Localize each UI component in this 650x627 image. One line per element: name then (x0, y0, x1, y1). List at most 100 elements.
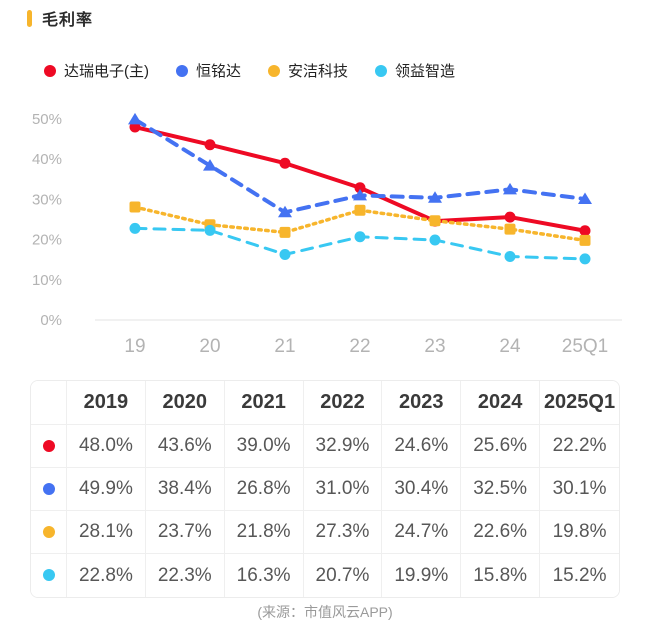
series-dot-icon (42, 482, 55, 495)
data-point[interactable] (579, 225, 591, 237)
table-row: 49.9% 38.4% 26.8% 31.0% 30.4% 32.5% 30.1% (31, 468, 619, 511)
data-point[interactable] (354, 182, 366, 194)
data-point[interactable] (429, 234, 441, 246)
table-header-cell: 2019 (67, 381, 146, 425)
data-point[interactable] (128, 112, 142, 125)
data-point[interactable] (354, 231, 366, 243)
y-axis-tick-label: 20% (32, 232, 62, 249)
y-axis-tick-label: 30% (32, 191, 62, 208)
data-point[interactable] (279, 248, 291, 260)
table-cell: 28.1% (67, 511, 146, 554)
data-point[interactable] (204, 224, 216, 236)
legend-label: 达瑞电子(主) (64, 63, 149, 80)
data-point[interactable] (279, 226, 291, 238)
table-cell: 20.7% (303, 554, 383, 597)
table-cell: 39.0% (224, 425, 304, 468)
data-point[interactable] (278, 205, 292, 218)
y-axis-tick-label: 10% (32, 272, 62, 289)
legend-item[interactable]: 安洁科技 (268, 60, 348, 81)
table-cell: 16.3% (224, 554, 304, 597)
table-cell: 22.3% (145, 554, 225, 597)
table-header-cell: 2025Q1 (540, 381, 619, 425)
data-point[interactable] (504, 250, 516, 262)
series-dot-cell (31, 511, 67, 554)
table-cell: 32.9% (303, 425, 383, 468)
table-cell: 31.0% (303, 468, 383, 511)
legend-label: 安洁科技 (288, 63, 349, 80)
y-axis-tick-label: 0% (40, 312, 62, 329)
table-row: 22.8% 22.3% 16.3% 20.7% 19.9% 15.8% 15.2% (31, 554, 619, 597)
data-point[interactable] (579, 234, 591, 246)
legend-label: 领益智造 (395, 63, 456, 80)
data-table: 2019 2020 2021 2022 2023 2024 2025Q1 48.0% 43.6%… (31, 381, 619, 597)
legend-swatch-icon (268, 64, 281, 77)
table-cell: 32.5% (461, 468, 541, 511)
card-header: 毛利率 (27, 6, 93, 30)
table-header-cell: 2022 (303, 381, 383, 425)
table-cell: 48.0% (67, 425, 146, 468)
series-dot-icon (42, 439, 55, 452)
data-point[interactable] (429, 215, 441, 227)
table-cell: 19.8% (540, 511, 619, 554)
series-dot-cell (31, 425, 67, 468)
table-cell: 30.1% (540, 468, 619, 511)
x-axis-tick-label: 24 (499, 336, 521, 357)
table-row: 48.0% 43.6% 39.0% 32.9% 24.6% 25.6% 22.2% (31, 425, 619, 468)
y-axis-tick-label: 50% (32, 111, 62, 128)
table-header-cell: 2021 (224, 381, 304, 425)
table-header-row: 2019 2020 2021 2022 2023 2024 2025Q1 (31, 381, 619, 425)
table-cell: 22.6% (461, 511, 541, 554)
line-chart[interactable]: 0% 10% 20% 30% 40% 50% 19 20 21 22 23 24 25Q1 (0, 100, 650, 368)
data-point[interactable] (579, 253, 591, 265)
table-header-cell: 2024 (461, 381, 541, 425)
table-cell: 22.8% (67, 554, 146, 597)
x-axis-tick-label: 23 (424, 336, 445, 357)
legend-label: 恒铭达 (196, 63, 242, 80)
data-point[interactable] (503, 182, 517, 195)
data-point[interactable] (129, 222, 141, 234)
table-header-cell: 2023 (382, 381, 462, 425)
table-cell: 49.9% (67, 468, 146, 511)
table-cell: 38.4% (145, 468, 225, 511)
table-cell: 21.8% (224, 511, 304, 554)
page-title: 毛利率 (42, 12, 94, 29)
data-point[interactable] (504, 211, 516, 223)
x-axis-tick-label: 19 (124, 336, 145, 357)
data-point[interactable] (578, 192, 592, 204)
data-point[interactable] (354, 204, 366, 216)
data-point[interactable] (504, 223, 516, 235)
table-cell: 22.2% (540, 425, 619, 468)
data-point[interactable] (428, 191, 442, 203)
series-dot-icon (42, 525, 55, 538)
data-table-wrap: 2019 2020 2021 2022 2023 2024 2025Q1 48.0% 43.6%… (30, 380, 620, 598)
series-dot-icon (42, 569, 55, 582)
table-cell: 19.9% (382, 554, 462, 597)
legend-swatch-icon (176, 64, 188, 77)
table-corner-cell (31, 381, 67, 425)
legend-swatch-icon (375, 64, 388, 77)
data-point[interactable] (204, 139, 216, 151)
data-point[interactable] (129, 201, 141, 213)
x-axis-tick-label: 21 (274, 336, 295, 357)
table-cell: 27.3% (303, 511, 383, 554)
table-cell: 30.4% (382, 468, 462, 511)
table-cell: 24.7% (382, 511, 462, 554)
table-cell: 15.2% (540, 554, 619, 597)
table-cell: 23.7% (145, 511, 225, 554)
data-point[interactable] (203, 159, 217, 171)
data-point[interactable] (279, 157, 291, 169)
legend-item[interactable]: 恒铭达 (176, 60, 241, 81)
x-axis-tick-label: 20 (199, 336, 220, 357)
series-dot-cell (31, 554, 67, 597)
table-cell: 43.6% (145, 425, 225, 468)
legend-item[interactable]: 达瑞电子(主) (44, 60, 149, 81)
table-cell: 15.8% (461, 554, 541, 597)
table-cell: 25.6% (461, 425, 541, 468)
source-note: (来源：市值风云APP) (257, 604, 393, 620)
x-axis-tick-label: 25Q1 (562, 336, 608, 357)
data-point[interactable] (353, 188, 367, 201)
table-cell: 24.6% (382, 425, 462, 468)
table-row: 28.1% 23.7% 21.8% 27.3% 24.7% 22.6% 19.8% (31, 511, 619, 554)
legend-item[interactable]: 领益智造 (375, 60, 455, 81)
